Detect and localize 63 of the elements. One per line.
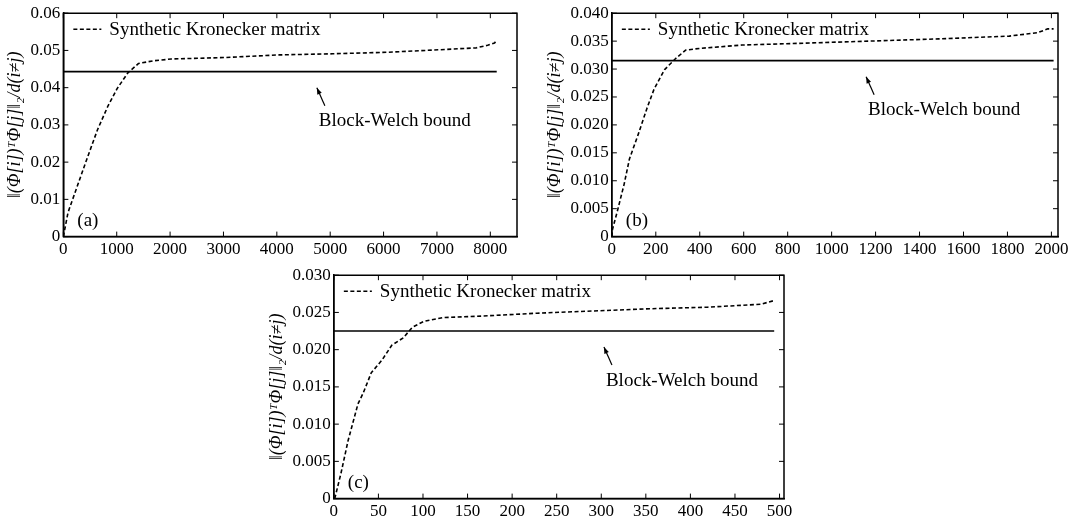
x-tick-label: 800	[774, 239, 801, 259]
x-tick-label: 300	[588, 501, 615, 521]
y-tick-label: 0.010	[570, 170, 609, 190]
x-tick-label: 1000	[99, 239, 134, 259]
annotation: (a)	[77, 209, 99, 232]
y-tick-label: 0.02	[30, 151, 61, 171]
y-tick-label: 0.030	[292, 264, 331, 284]
y-tick-label: 0.05	[30, 39, 61, 59]
x-tick-label: 450	[722, 501, 748, 521]
x-tick-label: 4000	[259, 239, 294, 259]
y-tick-label: 0.03	[30, 114, 61, 134]
y-tick-label: 0.005	[570, 198, 609, 218]
y-tick-label: 0.010	[292, 413, 331, 433]
y-tick-label: 0.015	[570, 142, 609, 162]
y-tick-label: 0.020	[292, 339, 331, 359]
x-tick-label: 250	[543, 501, 570, 521]
x-tick-label: 1600	[946, 239, 981, 259]
x-tick-label: 100	[410, 501, 436, 521]
y-axis-title: ‖(Φ[i])ᵀΦ[j]‖₂/d(i≠j)	[543, 51, 565, 199]
legend-label: Synthetic Kronecker matrix	[657, 18, 870, 40]
x-tick-label: 5000	[313, 239, 348, 259]
x-tick-label: 1200	[858, 239, 893, 259]
x-tick-label: 350	[633, 501, 659, 521]
x-tick-label: 2000	[153, 239, 188, 259]
y-tick-label: 0.025	[292, 301, 331, 321]
annotation: Block-Welch bound	[868, 98, 1021, 120]
x-tick-label: 400	[687, 239, 713, 259]
y-tick-label: 0.025	[570, 86, 609, 106]
y-tick-label: 0	[600, 226, 609, 246]
x-tick-label: 8000	[473, 239, 508, 259]
y-tick-label: 0.005	[292, 450, 331, 470]
annotation: Block-Welch bound	[318, 109, 472, 131]
x-tick-label: 400	[677, 501, 704, 521]
x-tick-label: 1800	[990, 239, 1025, 259]
x-tick-label: 150	[454, 501, 481, 521]
x-tick-label: 1000	[814, 239, 849, 259]
x-tick-label: 3000	[206, 239, 241, 259]
x-tick-label: 1400	[902, 239, 937, 259]
y-tick-label: 0.035	[570, 30, 609, 50]
y-tick-label: 0.015	[292, 376, 331, 396]
annotation: (c)	[347, 471, 369, 494]
y-tick-label: 0	[51, 226, 61, 246]
y-tick-label: 0.01	[30, 188, 61, 208]
y-tick-label: 0.04	[30, 77, 61, 97]
x-tick-label: 200	[643, 239, 669, 259]
y-tick-label: 0.020	[570, 114, 609, 134]
x-tick-label: 600	[730, 239, 757, 259]
annotation: Block-Welch bound	[605, 368, 759, 390]
annotation: (b)	[625, 209, 649, 232]
x-tick-label: 7000	[419, 239, 454, 259]
y-axis-title: ‖(Φ[i])ᵀΦ[j]‖₂/d(i≠j)	[265, 313, 287, 461]
y-tick-label: 0.06	[30, 2, 61, 22]
legend-label: Synthetic Kronecker matrix	[109, 18, 321, 40]
x-tick-label: 500	[766, 501, 793, 521]
x-tick-label: 50	[369, 501, 387, 521]
legend-label: Synthetic Kronecker matrix	[379, 280, 592, 302]
y-axis-title: ‖(Φ[i])ᵀΦ[j]‖₂/d(i≠j)	[3, 51, 25, 199]
x-tick-label: 2000	[1034, 239, 1069, 259]
y-tick-label: 0.040	[570, 2, 609, 22]
x-tick-label: 200	[499, 501, 525, 521]
x-tick-label: 6000	[366, 239, 401, 259]
y-tick-label: 0.030	[570, 58, 609, 78]
y-tick-label: 0	[322, 488, 331, 508]
